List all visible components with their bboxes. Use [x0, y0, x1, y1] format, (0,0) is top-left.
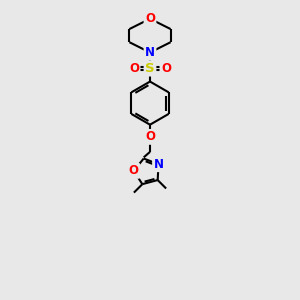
Text: O: O	[129, 62, 139, 75]
Text: N: N	[154, 158, 164, 171]
Text: O: O	[161, 62, 171, 75]
Text: N: N	[145, 46, 155, 59]
Text: O: O	[145, 130, 155, 143]
Text: O: O	[129, 164, 139, 177]
Text: O: O	[145, 12, 155, 25]
Text: S: S	[145, 62, 155, 75]
